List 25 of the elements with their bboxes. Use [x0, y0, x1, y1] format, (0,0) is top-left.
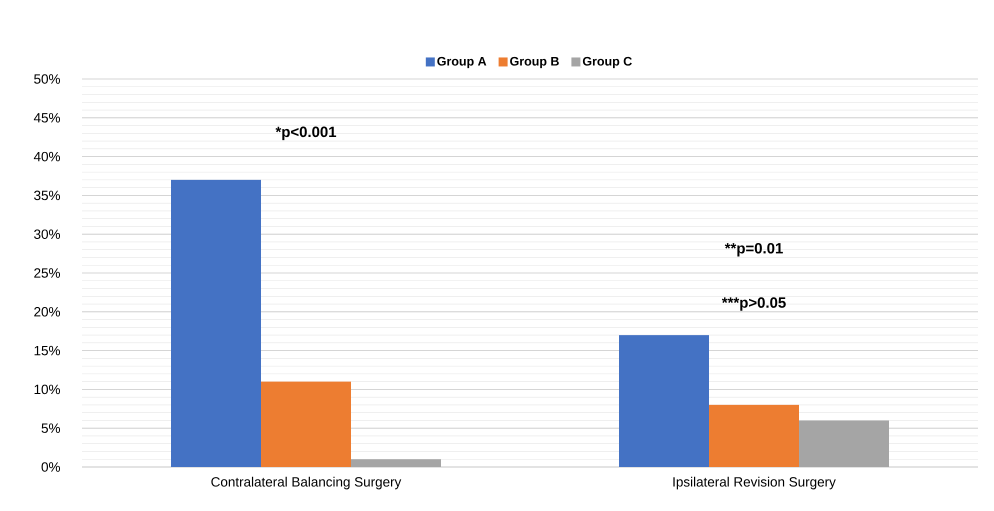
bar — [799, 420, 890, 467]
y-tick-label: 15% — [34, 346, 60, 356]
y-tick-label: 20% — [34, 307, 60, 317]
bar — [351, 459, 442, 467]
y-tick-label: 5% — [42, 423, 60, 433]
legend-label: Group A — [437, 56, 486, 68]
y-tick-label: 10% — [34, 384, 60, 394]
y-tick-label: 25% — [34, 268, 60, 278]
bar — [619, 335, 710, 467]
legend-label: Group C — [582, 56, 632, 68]
legend-label: Group B — [510, 56, 559, 68]
y-tick-label: 35% — [34, 190, 60, 200]
y-tick-label: 45% — [34, 113, 60, 123]
bar — [261, 382, 352, 467]
bar — [171, 180, 262, 467]
annotation: ***p>0.05 — [722, 297, 786, 311]
y-tick-label: 30% — [34, 229, 60, 239]
annotation: **p=0.01 — [724, 242, 783, 256]
x-tick-label: Ipsilateral Revision Surgery — [673, 476, 836, 490]
y-tick-label: 0% — [42, 462, 60, 472]
bar — [709, 404, 800, 467]
y-tick-label: 40% — [34, 152, 60, 162]
annotation: *p<0.001 — [276, 126, 336, 140]
y-tick-label: 50% — [34, 74, 60, 84]
x-tick-label: Contralateral Balancing Surgery — [211, 476, 402, 490]
